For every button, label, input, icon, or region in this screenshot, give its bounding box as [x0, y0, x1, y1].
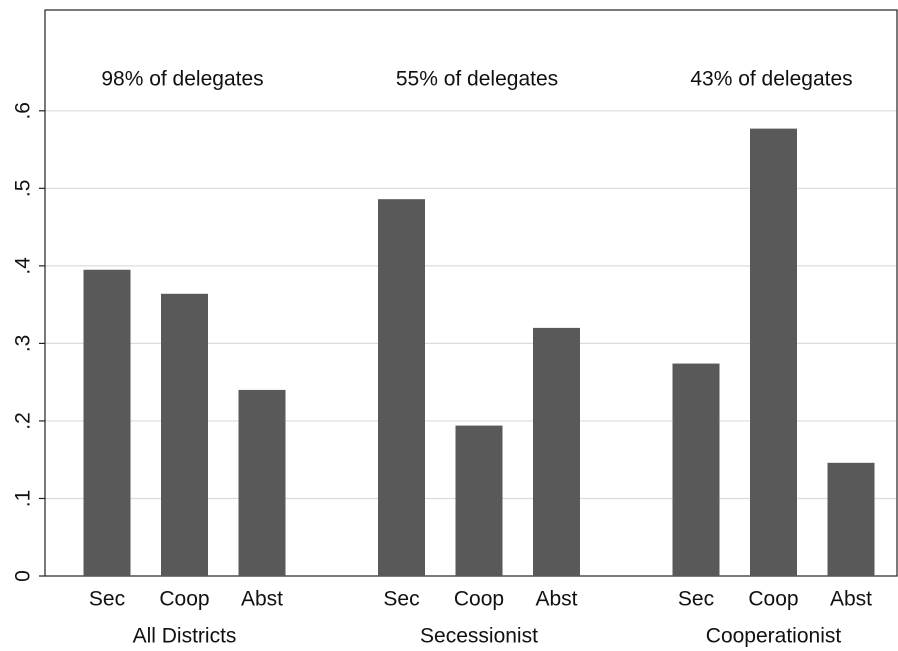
x-tick-label: Coop	[748, 588, 798, 611]
group-annotation: 55% of delegates	[396, 68, 558, 91]
y-tick-label: 0	[12, 570, 35, 582]
bar	[378, 199, 425, 576]
x-tick-label: Sec	[89, 588, 125, 611]
bar	[750, 128, 797, 577]
bar	[827, 462, 875, 576]
y-tick-label: .5	[12, 180, 35, 198]
group-label: Cooperationist	[706, 625, 842, 648]
bar	[83, 269, 131, 576]
x-tick-label: Sec	[383, 588, 419, 611]
bar	[672, 363, 720, 576]
group-annotation: 98% of delegates	[101, 68, 263, 91]
y-tick-label: .3	[12, 335, 35, 353]
x-tick-label: Sec	[678, 588, 714, 611]
x-tick-label: Abst	[830, 588, 872, 611]
y-tick-label: .1	[12, 490, 35, 508]
y-tick-label: .6	[12, 102, 35, 120]
bar	[533, 327, 580, 576]
bar	[455, 425, 503, 576]
x-tick-label: Coop	[454, 588, 504, 611]
bar	[238, 389, 286, 576]
group-annotation: 43% of delegates	[690, 68, 852, 91]
x-tick-label: Coop	[159, 588, 209, 611]
x-tick-label: Abst	[535, 588, 577, 611]
y-tick-label: .2	[12, 412, 35, 430]
group-label: Secessionist	[420, 625, 538, 648]
x-tick-label: Abst	[241, 588, 283, 611]
group-label: All Districts	[133, 625, 237, 648]
bar	[161, 293, 208, 576]
y-tick-label: .4	[12, 257, 35, 275]
